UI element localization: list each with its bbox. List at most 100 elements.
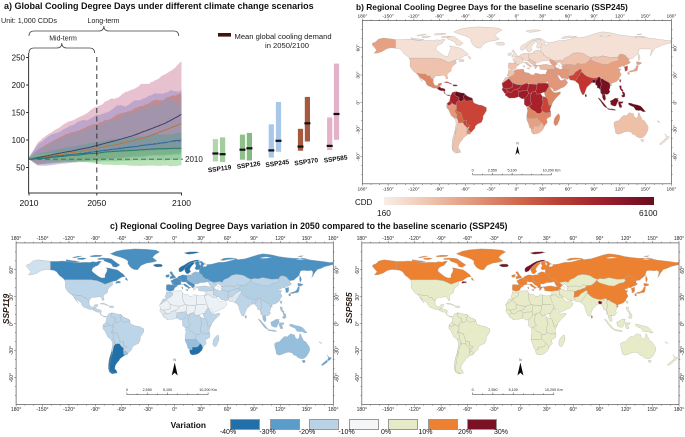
svg-text:60°: 60° [334, 266, 340, 274]
svg-text:-30°: -30° [334, 346, 340, 355]
svg-text:-30°: -30° [355, 346, 361, 355]
svg-text:30°: 30° [197, 407, 205, 413]
svg-text:60°: 60° [224, 236, 232, 242]
svg-text:180°: 180° [666, 186, 676, 192]
svg-text:-30°: -30° [144, 236, 153, 242]
svg-text:90°: 90° [596, 236, 604, 242]
svg-text:-120°: -120° [409, 407, 421, 413]
svg-text:-30°: -30° [487, 14, 496, 20]
svg-text:60°: 60° [224, 407, 232, 413]
svg-text:-90°: -90° [91, 407, 100, 413]
svg-text:-60°: -60° [680, 373, 685, 382]
svg-text:-60°: -60° [9, 373, 15, 382]
svg-text:60°: 60° [565, 14, 572, 20]
svg-text:SSP245: SSP245 [265, 159, 290, 169]
svg-text:60°: 60° [355, 44, 361, 51]
svg-text:2010: 2010 [185, 155, 203, 164]
svg-text:-60°: -60° [117, 236, 126, 242]
svg-text:0: 0 [126, 388, 128, 392]
svg-text:-30°: -30° [487, 186, 496, 192]
svg-text:50: 50 [16, 163, 25, 172]
svg-text:60°: 60° [672, 44, 678, 51]
svg-text:Long-term: Long-term [88, 18, 120, 25]
svg-text:10,200 Km: 10,200 Km [545, 388, 563, 392]
svg-text:150°: 150° [647, 407, 657, 413]
svg-text:-60°: -60° [117, 407, 126, 413]
svg-text:-30°: -30° [144, 407, 153, 413]
svg-text:5,100: 5,100 [509, 388, 518, 392]
svg-text:Mean global cooling demand: Mean global cooling demand [235, 32, 332, 41]
svg-text:2010: 2010 [20, 198, 39, 208]
svg-text:5,100: 5,100 [163, 388, 172, 392]
svg-text:150°: 150° [302, 407, 312, 413]
svg-text:30°: 30° [355, 293, 361, 301]
svg-text:60°: 60° [570, 236, 578, 242]
svg-text:180°: 180° [357, 236, 367, 242]
svg-text:-60°: -60° [672, 152, 678, 161]
svg-text:60°: 60° [680, 266, 685, 274]
svg-text:2,550: 2,550 [488, 388, 497, 392]
svg-text:30°: 30° [543, 236, 551, 242]
svg-text:-60°: -60° [334, 373, 340, 382]
svg-text:-60°: -60° [355, 373, 361, 382]
svg-text:-30°: -30° [680, 346, 685, 355]
svg-text:180°: 180° [11, 407, 21, 413]
svg-text:-120°: -120° [409, 236, 421, 242]
svg-text:120°: 120° [621, 236, 631, 242]
svg-text:SSP370: SSP370 [294, 157, 319, 167]
svg-text:30°: 30° [9, 293, 15, 301]
svg-text:-30°: -30° [489, 407, 498, 413]
svg-text:0°: 0° [334, 321, 340, 326]
svg-text:30°: 30° [334, 293, 340, 301]
svg-text:-60°: -60° [463, 236, 472, 242]
svg-text:90°: 90° [250, 236, 258, 242]
svg-text:90°: 90° [590, 186, 597, 192]
svg-text:120°: 120° [615, 186, 625, 192]
svg-text:180°: 180° [357, 407, 367, 413]
svg-text:180°: 180° [674, 236, 684, 242]
svg-text:180°: 180° [328, 236, 338, 242]
svg-text:-90°: -90° [91, 236, 100, 242]
svg-text:-150°: -150° [382, 236, 394, 242]
svg-text:-30°: -30° [355, 125, 361, 134]
svg-text:-150°: -150° [36, 407, 48, 413]
svg-text:30°: 30° [543, 407, 551, 413]
svg-text:120°: 120° [275, 407, 285, 413]
svg-text:180°: 180° [357, 186, 367, 192]
svg-text:-30°: -30° [672, 125, 678, 134]
svg-text:10,200 Km: 10,200 Km [543, 168, 561, 172]
svg-text:-150°: -150° [36, 236, 48, 242]
svg-text:0°: 0° [355, 100, 361, 105]
svg-text:-30°: -30° [9, 346, 15, 355]
svg-text:60°: 60° [570, 407, 578, 413]
svg-text:60°: 60° [9, 266, 15, 274]
svg-text:30°: 30° [197, 236, 205, 242]
svg-text:120°: 120° [275, 236, 285, 242]
svg-text:-60°: -60° [461, 14, 470, 20]
svg-text:90°: 90° [250, 407, 258, 413]
svg-text:-120°: -120° [63, 407, 75, 413]
svg-text:0°: 0° [518, 236, 523, 242]
svg-text:N: N [174, 358, 177, 362]
svg-text:90°: 90° [596, 407, 604, 413]
svg-text:2,550: 2,550 [488, 168, 497, 172]
svg-text:-60°: -60° [355, 152, 361, 161]
svg-text:-90°: -90° [436, 236, 445, 242]
svg-text:200: 200 [12, 81, 26, 90]
svg-text:30°: 30° [539, 186, 546, 192]
svg-text:-30°: -30° [489, 236, 498, 242]
svg-text:0: 0 [472, 388, 474, 392]
svg-text:180°: 180° [328, 407, 338, 413]
svg-text:-60°: -60° [461, 186, 470, 192]
svg-text:0°: 0° [515, 14, 520, 20]
svg-text:-150°: -150° [382, 186, 394, 192]
svg-text:-90°: -90° [435, 14, 444, 20]
svg-text:30°: 30° [672, 71, 678, 78]
svg-text:150°: 150° [302, 236, 312, 242]
svg-text:N: N [516, 142, 519, 146]
svg-text:in 2050/2100: in 2050/2100 [265, 41, 309, 50]
svg-text:0°: 0° [515, 186, 520, 192]
svg-text:180°: 180° [357, 14, 367, 20]
svg-text:0°: 0° [172, 236, 177, 242]
svg-text:2100: 2100 [172, 198, 191, 208]
